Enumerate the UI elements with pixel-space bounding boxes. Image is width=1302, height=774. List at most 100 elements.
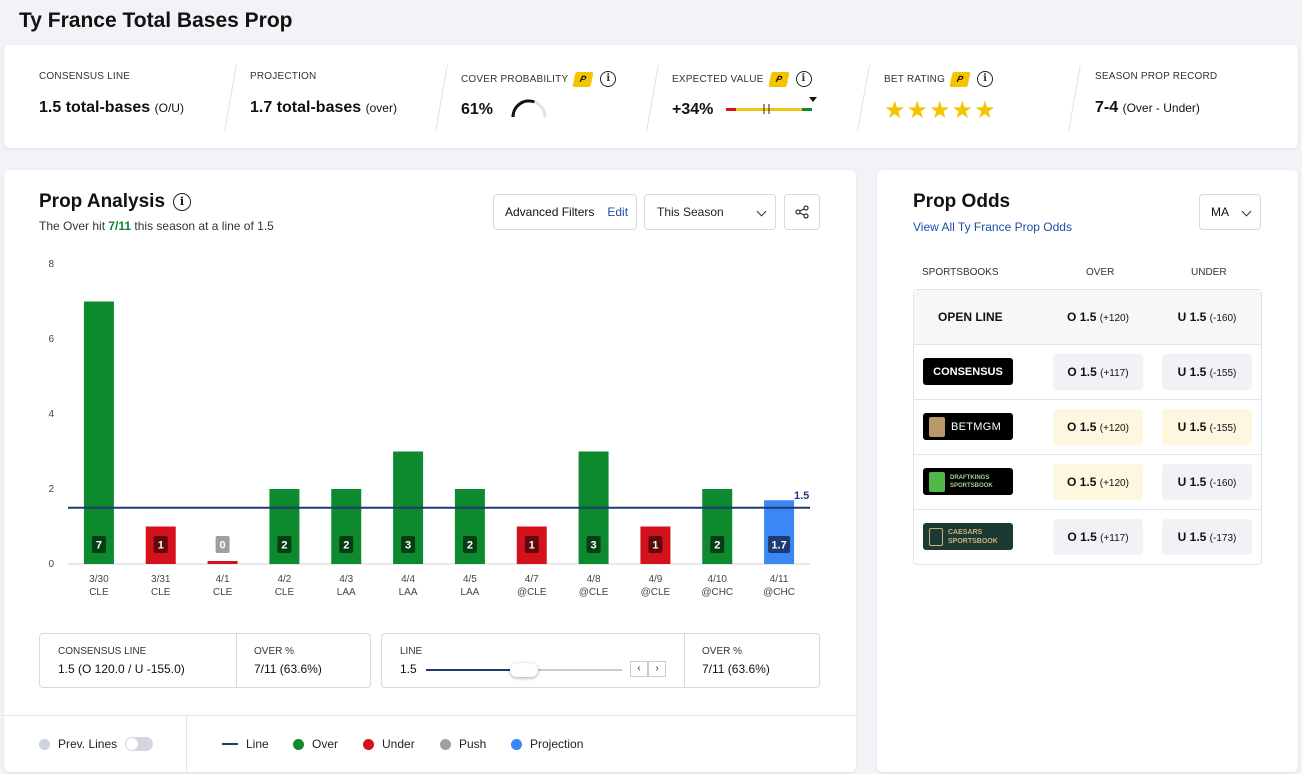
- x-tick-opponent: @CLE: [579, 587, 609, 598]
- y-tick-label: 0: [48, 559, 54, 570]
- cover-probability-value: 61%: [461, 101, 494, 118]
- star-icon: ★: [974, 96, 996, 124]
- betmgm-lion-icon: [929, 416, 945, 437]
- cover-probability-gauge-icon: [511, 99, 547, 118]
- over-pct-label: OVER %: [702, 646, 743, 657]
- view-all-odds-link[interactable]: View All Ty France Prop Odds: [913, 220, 1072, 234]
- y-tick-label: 2: [48, 484, 54, 495]
- x-tick-opponent: CLE: [275, 587, 295, 598]
- share-button[interactable]: [784, 194, 820, 230]
- over-odds-cell[interactable]: O 1.5 (+120): [1053, 409, 1143, 445]
- prop-odds-card: Prop Odds View All Ty France Prop Odds M…: [877, 170, 1298, 772]
- share-icon: [795, 205, 809, 219]
- x-tick-date: 4/11: [770, 574, 789, 585]
- bar-value-badge: [91, 536, 106, 553]
- legend-item-under: Under: [363, 737, 415, 751]
- season-record-value: 7-4 (Over - Under): [1095, 99, 1200, 116]
- bar-value-badge: [768, 536, 791, 553]
- chevron-down-icon: [1241, 206, 1252, 217]
- chart-legend: Prev. Lines Line Over Under Push Project…: [4, 715, 856, 773]
- under-odds-cell[interactable]: U 1.5 (-155): [1162, 409, 1252, 445]
- bar-value-label: 1: [652, 540, 658, 552]
- prop-analysis-title: Prop Analysis: [39, 191, 166, 212]
- bar-value-badge: [153, 536, 168, 553]
- info-icon[interactable]: i: [795, 71, 812, 87]
- bar-value-label: 3: [405, 540, 411, 552]
- over-odds-cell[interactable]: O 1.5 (+117): [1053, 519, 1143, 555]
- x-tick-date: 3/30: [89, 574, 109, 585]
- expected-value-label: EXPECTED VALUE: [672, 73, 764, 85]
- over-header: OVER: [1086, 267, 1115, 278]
- expected-value-meter-icon: [726, 97, 817, 114]
- legend-item-line: Line: [222, 737, 269, 751]
- bar-value-label: 1: [158, 540, 164, 552]
- draftkings-crown-icon: [929, 471, 945, 492]
- bar-value-label: 3: [591, 540, 597, 552]
- over-dot-icon: [293, 738, 304, 750]
- under-odds-cell[interactable]: U 1.5 (-173): [1162, 519, 1252, 555]
- odds-row-draftkings: DRAFTKINGS SPORTSBOOK O 1.5 (+120) U 1.5…: [914, 455, 1261, 510]
- prev-lines-switch[interactable]: [125, 737, 154, 751]
- y-tick-label: 8: [48, 259, 54, 270]
- bar-value-badge: [586, 536, 601, 553]
- over-pct-value: 7/11 (63.6%): [702, 662, 770, 676]
- info-icon[interactable]: i: [600, 71, 617, 87]
- star-icon: ★: [929, 96, 951, 124]
- prop-summary-card: CONSENSUS LINE 1.5 total-bases (O/U) PRO…: [4, 45, 1298, 148]
- chevron-down-icon: [756, 206, 767, 217]
- chevron-right-icon[interactable]: ›: [648, 661, 666, 677]
- chevron-left-icon[interactable]: ‹: [630, 661, 648, 677]
- line-value: 1.5: [400, 662, 417, 676]
- bar-value-label: 2: [343, 540, 349, 552]
- info-icon[interactable]: i: [173, 193, 192, 211]
- x-tick-date: 3/31: [151, 574, 171, 585]
- x-tick-date: 4/3: [339, 574, 353, 585]
- over-pct-value: 7/11 (63.6%): [254, 662, 322, 676]
- x-tick-opponent: @CHC: [701, 587, 733, 598]
- x-tick-opponent: LAA: [337, 587, 356, 598]
- line-label: LINE: [400, 646, 423, 657]
- bar-over: [83, 301, 114, 564]
- under-odds-cell[interactable]: U 1.5 (-155): [1162, 354, 1252, 390]
- y-tick-label: 4: [48, 409, 54, 420]
- edit-filters-link[interactable]: Edit: [607, 205, 629, 219]
- under-odds-cell[interactable]: U 1.5 (-160): [1162, 464, 1252, 500]
- line-slider-handle[interactable]: [510, 663, 538, 677]
- odds-table: OPEN LINE O 1.5 (+120) U 1.5 (-160) CONS…: [913, 289, 1262, 565]
- push-dot-icon: [440, 738, 451, 750]
- consensus-line-value: 1.5 total-bases (O/U): [39, 99, 184, 116]
- line-info-box: LINE 1.5 ‹ › OVER % 7/11 (63.6%): [381, 633, 820, 688]
- legend-item-push: Push: [440, 737, 486, 751]
- bar-value-badge: [215, 536, 230, 553]
- under-header: UNDER: [1191, 267, 1227, 278]
- x-tick-date: 4/5: [463, 574, 477, 585]
- cover-probability-label: COVER PROBABILITY: [461, 73, 569, 85]
- over-odds-cell[interactable]: O 1.5 (+117): [1053, 354, 1143, 390]
- consensus-line-box-value: 1.5 (O 120.0 / U -155.0): [58, 662, 185, 676]
- prop-analysis-card: Prop Analysis i The Over hit 7/11 this s…: [4, 170, 856, 773]
- x-tick-date: 4/8: [587, 574, 601, 585]
- line-slider[interactable]: [426, 663, 622, 677]
- premium-badge-icon: P: [572, 71, 594, 87]
- over-pct-label: OVER %: [254, 646, 295, 657]
- star-icon: ★: [906, 96, 929, 124]
- under-dot-icon: [363, 738, 374, 750]
- projection-value: 1.7 total-bases (over): [250, 99, 397, 116]
- bar-value-label: 1.7: [771, 540, 786, 552]
- prev-lines-toggle[interactable]: Prev. Lines: [39, 737, 154, 751]
- state-select[interactable]: MA: [1199, 194, 1261, 230]
- prop-analysis-subtitle: The Over hit 7/11 this season at a line …: [39, 219, 274, 233]
- info-icon[interactable]: i: [977, 71, 994, 87]
- prop-line-label: 1.5: [794, 490, 809, 502]
- over-odds-cell[interactable]: O 1.5 (+120): [1053, 464, 1143, 500]
- advanced-filters-label: Advanced Filters: [505, 205, 595, 219]
- season-select[interactable]: This Season: [644, 194, 776, 230]
- x-tick-opponent: @CLE: [641, 587, 671, 598]
- draftkings-logo: DRAFTKINGS SPORTSBOOK: [923, 468, 1013, 495]
- x-tick-date: 4/7: [525, 574, 539, 585]
- bar-value-label: 1: [529, 540, 535, 552]
- advanced-filters-button[interactable]: Advanced Filters Edit: [493, 194, 637, 230]
- bar-value-badge: [401, 536, 416, 553]
- expected-value-value: +34%: [672, 101, 714, 118]
- star-icon: ★: [884, 96, 906, 124]
